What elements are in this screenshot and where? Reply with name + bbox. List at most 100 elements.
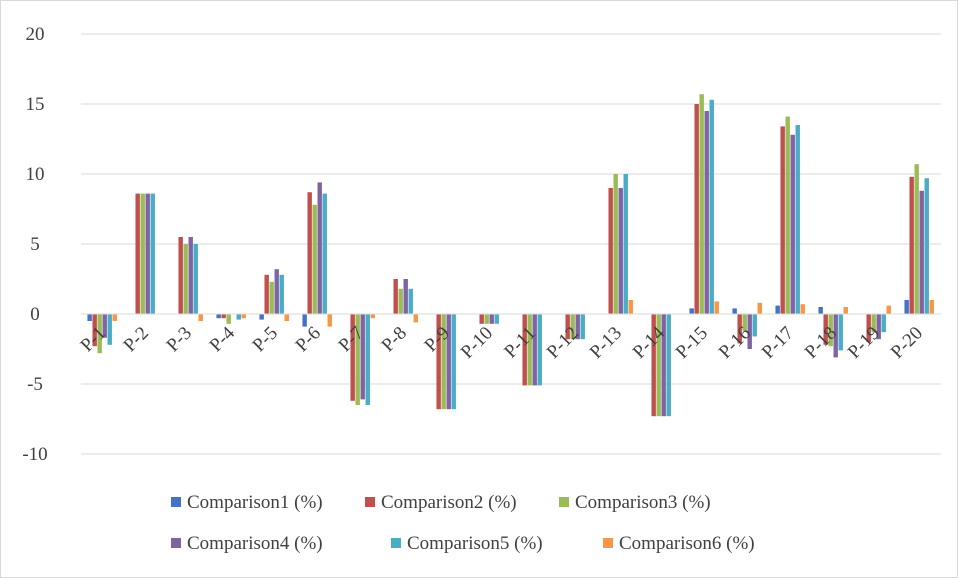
bar	[929, 300, 934, 314]
bar	[355, 314, 360, 405]
bar	[221, 314, 226, 319]
legend-swatch	[391, 538, 401, 548]
bar	[838, 314, 843, 351]
bar	[747, 314, 752, 349]
bar	[446, 314, 451, 410]
bar	[92, 314, 97, 347]
bar	[881, 314, 886, 333]
bar	[570, 314, 575, 340]
y-tick-label: 5	[30, 234, 40, 255]
bar	[274, 269, 279, 314]
bar	[924, 178, 929, 314]
bar	[752, 314, 757, 337]
bar	[312, 204, 317, 314]
bar	[666, 314, 671, 417]
bar	[484, 314, 489, 324]
bar	[904, 300, 909, 314]
bar	[145, 193, 150, 314]
bar	[704, 111, 709, 314]
bar	[279, 274, 284, 314]
bar	[714, 301, 719, 314]
bar	[732, 308, 737, 314]
bar	[317, 182, 322, 314]
bar	[322, 193, 327, 314]
y-tick-label: 15	[26, 94, 45, 115]
bar	[216, 314, 221, 319]
legend-swatch	[171, 497, 181, 507]
bar	[580, 314, 585, 340]
gridlines	[81, 33, 941, 455]
legend-item: Comparison4 (%)	[171, 533, 323, 554]
legend-item: Comparison2 (%)	[365, 492, 517, 513]
legend-label: Comparison5 (%)	[407, 533, 543, 554]
bar	[699, 94, 704, 314]
bar	[327, 314, 332, 327]
legend-label: Comparison3 (%)	[575, 492, 711, 513]
bar	[694, 104, 699, 314]
bar	[193, 244, 198, 314]
legend-swatch	[171, 538, 181, 548]
bar	[565, 314, 570, 340]
legend-swatch	[603, 538, 613, 548]
y-tick-label: 0	[30, 304, 40, 325]
bar	[178, 237, 183, 314]
bar	[785, 116, 790, 314]
bar	[135, 193, 140, 314]
legend-label: Comparison6 (%)	[619, 533, 755, 554]
bar	[914, 164, 919, 314]
x-category-label: P-5	[249, 323, 283, 357]
bar	[532, 314, 537, 386]
bar	[479, 314, 484, 324]
legend: Comparison1 (%) Comparison2 (%) Comparison…	[171, 492, 755, 554]
x-category-label: P-4	[206, 322, 240, 356]
bar	[198, 314, 203, 321]
legend-item: Comparison6 (%)	[603, 533, 755, 554]
bar	[264, 274, 269, 314]
bar	[800, 304, 805, 314]
bar	[661, 314, 666, 417]
bar	[403, 279, 408, 314]
bar	[269, 281, 274, 314]
bar	[818, 307, 823, 314]
bar	[795, 125, 800, 314]
legend-swatch	[365, 497, 375, 507]
bar	[413, 314, 418, 323]
legend-item: Comparison3 (%)	[559, 492, 711, 513]
bar	[408, 288, 413, 314]
bar	[790, 134, 795, 314]
bar	[241, 314, 246, 319]
bar	[780, 126, 785, 315]
bar	[97, 314, 102, 354]
legend-label: Comparison1 (%)	[187, 492, 323, 513]
bar	[613, 174, 618, 314]
bar	[823, 314, 828, 345]
bar	[656, 314, 661, 417]
bar	[527, 314, 532, 386]
x-category-label: P-10	[457, 323, 497, 363]
bar	[87, 314, 92, 321]
bar	[775, 305, 780, 314]
bar	[608, 188, 613, 314]
bar	[886, 305, 891, 314]
bar	[494, 314, 499, 324]
bar	[102, 314, 107, 338]
legend-label: Comparison2 (%)	[381, 492, 517, 513]
bar	[618, 188, 623, 314]
legend-item: Comparison5 (%)	[391, 533, 543, 554]
bar	[709, 99, 714, 314]
bar	[370, 314, 375, 319]
y-tick-label: -10	[22, 444, 47, 465]
y-tick-label: 20	[26, 24, 45, 45]
x-category-label: P-13	[586, 323, 626, 363]
bar	[140, 193, 145, 314]
bar	[909, 176, 914, 314]
bar	[441, 314, 446, 410]
bar	[226, 314, 231, 324]
x-category-label: P-8	[378, 323, 412, 357]
bar	[737, 314, 742, 344]
legend-label: Comparison4 (%)	[187, 533, 323, 554]
bar	[398, 288, 403, 314]
bar	[623, 174, 628, 314]
bar	[871, 314, 876, 333]
